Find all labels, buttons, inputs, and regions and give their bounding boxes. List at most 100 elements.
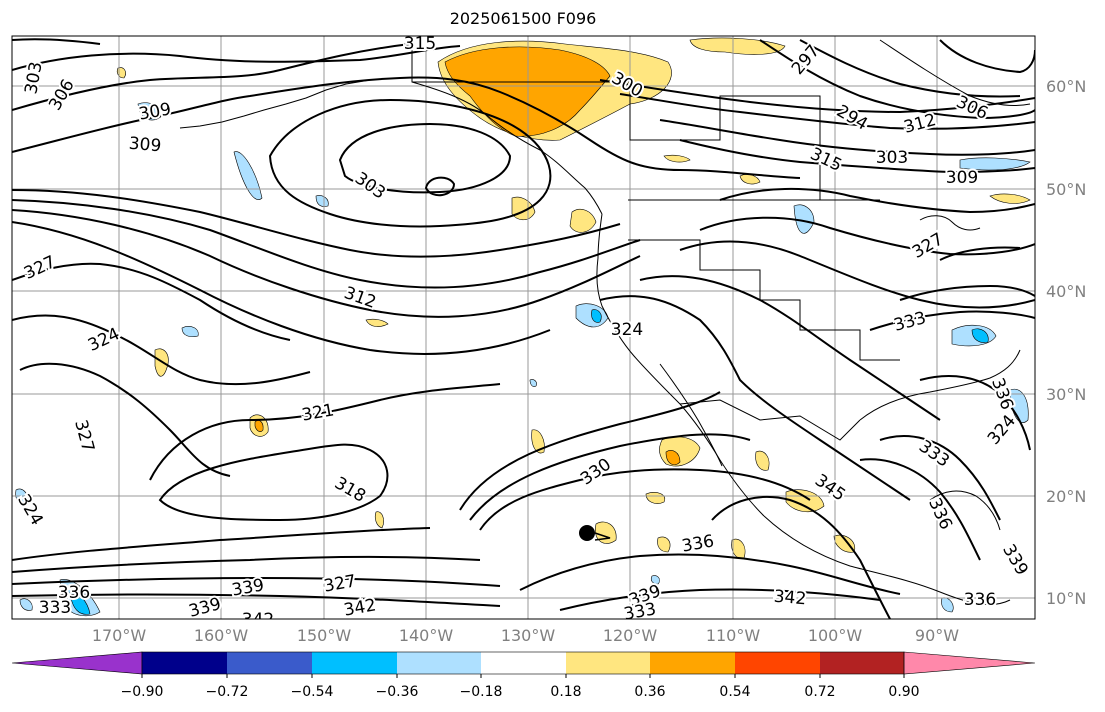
aleutian-islands	[179, 79, 371, 129]
colorbar-swatch	[650, 652, 735, 674]
gulf-coast	[859, 349, 1021, 421]
lon-label: 90°W	[914, 626, 960, 645]
negative-blob	[971, 328, 989, 343]
positive-blob	[665, 450, 681, 465]
height-contours	[12, 38, 1035, 619]
lat-label: 50°N	[1046, 180, 1087, 199]
negative-blob	[941, 597, 954, 613]
positive-blob	[785, 489, 825, 513]
positive-blob	[365, 318, 389, 327]
contour-label: 303	[876, 148, 908, 168]
positive-blob	[755, 450, 770, 471]
lat-label: 40°N	[1046, 282, 1087, 301]
map-frame	[11, 35, 1036, 620]
colorbar-swatch	[397, 652, 481, 674]
colorbar-swatch	[227, 652, 312, 674]
us-states	[628, 239, 900, 361]
colorbar-tick-label: 0.90	[888, 684, 920, 700]
contour-label: 342	[242, 610, 274, 630]
lon-label: 140°W	[398, 626, 454, 645]
closed-low-contour	[268, 98, 552, 228]
lon-label: 150°W	[296, 626, 352, 645]
negative-blob	[793, 204, 815, 234]
positive-blob	[657, 536, 671, 553]
positive-blob	[595, 521, 617, 544]
hudson-area	[879, 39, 1031, 107]
negative-blob	[19, 598, 33, 611]
contour-label: 336	[58, 583, 90, 603]
colorbar-swatch	[312, 652, 397, 674]
contour-label: 336	[964, 590, 996, 610]
positive-blob	[989, 193, 1031, 204]
colorbar-swatch	[820, 652, 904, 674]
colorbar-tick-label: −0.72	[205, 684, 249, 700]
negative-blob	[315, 195, 329, 207]
contour-label: 333	[622, 599, 657, 624]
canada-low-contour	[939, 39, 1035, 74]
colorbar-tick-label: 0.54	[719, 684, 751, 700]
colorbar-frame	[141, 651, 905, 675]
positive-blob	[569, 209, 597, 233]
colorbar	[11, 651, 1036, 678]
contour-label: 315	[404, 34, 436, 54]
colorbar-swatch	[481, 652, 566, 674]
lat-label: 30°N	[1046, 385, 1087, 404]
canada-grid	[412, 81, 821, 200]
yucatan	[929, 490, 1001, 531]
colorbar-extend-min	[11, 651, 143, 675]
mexico-coast	[763, 515, 1011, 606]
lon-label: 100°W	[807, 626, 863, 645]
negative-blob	[181, 326, 199, 338]
contour-label: 342	[773, 587, 807, 610]
negative-shading	[15, 102, 1031, 617]
colorbar-extend-max	[903, 651, 1036, 675]
contour-label: 324	[611, 320, 643, 340]
positive-blob	[374, 511, 384, 529]
contour-label: 309	[128, 134, 162, 157]
colorbar-tick-label: −0.54	[290, 684, 334, 700]
lon-label: 130°W	[500, 626, 556, 645]
negative-blob	[529, 379, 537, 387]
colorbar-tick-label: 0.18	[550, 684, 582, 700]
contour-label: 333	[39, 598, 71, 618]
positive-blob	[645, 492, 666, 504]
colorbar-swatch	[735, 652, 820, 674]
nw-cap-positive	[689, 37, 786, 55]
storm-center-marker	[579, 525, 595, 541]
negative-blob	[650, 575, 660, 585]
map-title: 2025061500 F096	[449, 9, 597, 28]
lon-label: 110°W	[705, 626, 761, 645]
colorbar-tick-label: −0.36	[375, 684, 419, 700]
lon-label: 120°W	[602, 626, 658, 645]
negative-blob	[591, 309, 602, 323]
coastlines	[179, 36, 1031, 606]
baja-coast	[659, 363, 723, 467]
contour-label: 327	[322, 571, 357, 596]
colorbar-tick-label: −0.18	[459, 684, 503, 700]
us-mexico-border	[679, 399, 861, 441]
negative-blob	[959, 157, 1031, 171]
negative-blob	[233, 151, 263, 200]
lon-label: 170°W	[91, 626, 147, 645]
colorbar-tick-label: 0.72	[804, 684, 836, 700]
graticule	[12, 36, 1035, 619]
contour-label: 309	[946, 168, 978, 188]
great-lakes	[919, 215, 981, 231]
positive-shading	[116, 37, 1031, 559]
lat-label: 10°N	[1046, 589, 1087, 608]
lon-label: 160°W	[193, 626, 249, 645]
positive-blob	[663, 154, 691, 163]
lat-label: 20°N	[1046, 487, 1087, 506]
colorbar-tick-label: 0.36	[634, 684, 666, 700]
positive-blob	[531, 429, 545, 454]
colorbar-swatch	[142, 652, 227, 674]
colorbar-tick-label: −0.90	[120, 684, 164, 700]
negative-blob	[15, 488, 29, 505]
colorbar-swatch	[566, 652, 650, 674]
alaska-coast	[411, 36, 603, 215]
lat-label: 60°N	[1046, 77, 1087, 96]
west-coast	[596, 213, 765, 517]
center-low-contour	[424, 176, 456, 197]
